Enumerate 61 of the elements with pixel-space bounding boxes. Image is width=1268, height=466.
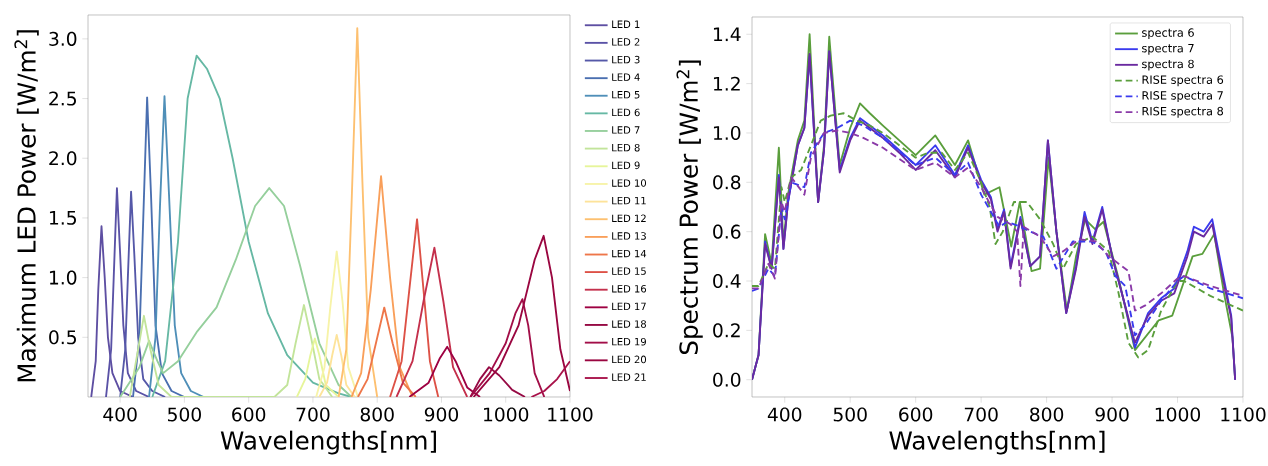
- x-tick-label: 900: [1095, 407, 1129, 422]
- x-tick-label: 1000: [484, 407, 529, 422]
- legend-label: LED 1: [612, 20, 640, 28]
- legend-label: LED 3: [612, 55, 640, 64]
- y-tick-label: 2.0: [49, 151, 77, 166]
- legend-label: RISE spectra 8: [1142, 106, 1224, 118]
- legend-label: LED 17: [612, 302, 646, 310]
- legend-label: LED 5: [612, 91, 640, 99]
- y-tick-label: 0.4: [713, 273, 741, 289]
- legend-label: LED 16: [612, 284, 647, 293]
- x-tick-label: 600: [899, 407, 933, 422]
- y-tick-label: 1.4: [713, 27, 741, 42]
- legend-label: LED 15: [612, 267, 646, 275]
- y-tick-label: 2.5: [49, 91, 76, 106]
- y-tick-label: 3.0: [49, 31, 77, 46]
- y-tick-label: 1.2: [713, 76, 740, 91]
- x-tick-label: 700: [296, 407, 330, 422]
- legend-label: LED 4: [612, 73, 640, 81]
- x-tick-label: 600: [232, 407, 266, 422]
- legend-label: spectra 7: [1142, 44, 1194, 55]
- legend-label: RISE spectra 7: [1142, 91, 1223, 102]
- legend-label: LED 10: [612, 179, 647, 187]
- legend-label: LED 2: [612, 38, 640, 46]
- legend-label: RISE spectra 6: [1142, 75, 1224, 87]
- x-axis-title: Wavelengths[nm]: [220, 430, 436, 455]
- y-tick-label: 0.2: [713, 323, 740, 338]
- x-tick-label: 1100: [548, 407, 593, 422]
- x-tick-label: 1100: [1221, 407, 1266, 422]
- legend-label: LED 7: [612, 126, 640, 134]
- legend-label: LED 14: [612, 249, 647, 258]
- legend-label: LED 19: [612, 337, 646, 346]
- x-tick-label: 700: [964, 407, 998, 422]
- y-axis-title: Spectrum Power [W/m$^{2}$]: [676, 60, 703, 355]
- y-tick-label: 0.5: [49, 330, 76, 345]
- legend-label: LED 9: [612, 161, 640, 170]
- y-tick-label: 0.0: [713, 372, 741, 387]
- y-tick-label: 1.0: [49, 270, 77, 285]
- legend-label: LED 12: [612, 214, 646, 222]
- legend-label: LED 13: [612, 232, 646, 240]
- x-tick-label: 900: [424, 407, 459, 422]
- y-axis-title: Maximum LED Power [W/m$^{2}$]: [14, 30, 39, 382]
- legend-label: LED 18: [612, 320, 646, 328]
- x-tick-label: 500: [168, 407, 201, 422]
- x-tick-label: 400: [767, 407, 802, 422]
- legend-label: spectra 8: [1142, 59, 1194, 71]
- legend-label: LED 6: [612, 108, 640, 117]
- legend-label: LED 11: [612, 196, 646, 205]
- y-tick-label: 1.0: [713, 125, 741, 141]
- x-axis-title: Wavelengths[nm]: [889, 430, 1105, 455]
- legend-label: LED 8: [612, 143, 640, 152]
- legend-label: LED 21: [612, 373, 646, 381]
- x-tick-label: 500: [833, 407, 867, 422]
- legend-label: spectra 6: [1142, 28, 1194, 40]
- legend-label: LED 20: [612, 355, 647, 364]
- y-tick-label: 0.8: [713, 175, 741, 190]
- x-tick-label: 800: [360, 407, 394, 422]
- y-tick-label: 0.6: [713, 224, 741, 239]
- x-tick-label: 800: [1030, 407, 1064, 422]
- x-tick-label: 1000: [1155, 407, 1201, 422]
- x-tick-label: 400: [103, 407, 137, 422]
- y-tick-label: 1.5: [49, 210, 76, 225]
